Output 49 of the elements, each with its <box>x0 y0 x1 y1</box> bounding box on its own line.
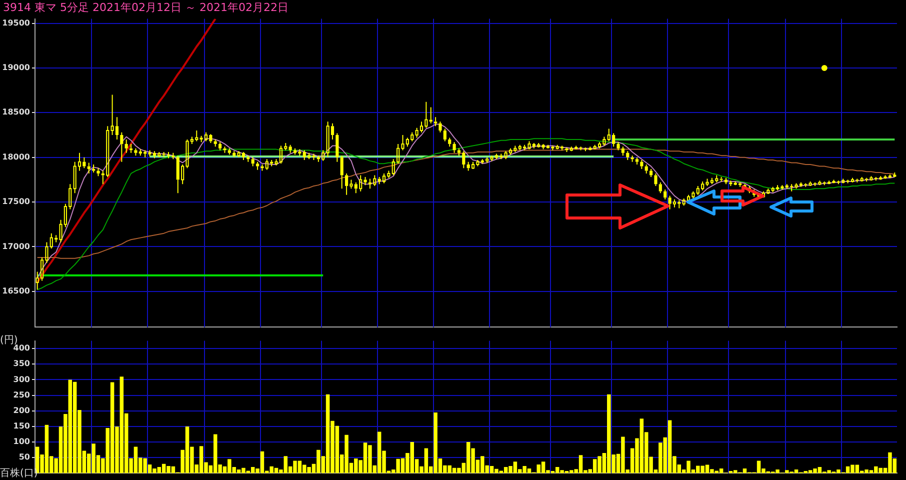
candlestick <box>166 151 170 159</box>
candlestick <box>214 138 217 148</box>
y-tick-label: 200 <box>13 406 30 415</box>
chart-title: 3914 東マ 5分足 2021年02月12日 ～ 2021年02月22日 <box>3 0 288 15</box>
candlestick <box>616 142 620 151</box>
candlestick <box>452 142 456 154</box>
y-tick-label: 100 <box>13 437 30 446</box>
candlestick <box>336 132 339 162</box>
candlestick <box>813 182 817 186</box>
y-tick-label: 350 <box>13 359 30 368</box>
y-tick-label: 400 <box>13 344 30 353</box>
candlestick <box>626 150 630 161</box>
y-tick-label: 17000 <box>2 242 30 251</box>
candlestick <box>120 132 124 162</box>
candlestick <box>438 121 442 133</box>
y-tick-label: 19000 <box>2 63 30 72</box>
y-tick-label: 18000 <box>2 152 30 162</box>
candlestick <box>124 138 128 154</box>
y-tick-label: 19500 <box>2 18 30 28</box>
candlestick <box>251 156 254 167</box>
candlestick <box>434 116 438 127</box>
candlestick <box>664 189 667 200</box>
candlestick <box>87 162 90 174</box>
candlestick <box>560 145 564 151</box>
candlestick <box>654 172 658 186</box>
candlestick <box>92 164 96 174</box>
y-tick-label: 150 <box>13 422 30 431</box>
y-tick-label: 16500 <box>2 286 30 296</box>
candlestick <box>443 128 446 142</box>
y-tick-label: 300 <box>13 374 30 384</box>
candlestick <box>115 116 119 140</box>
y-axis-title: (円) <box>0 334 18 346</box>
y-axis-title: 百株(口) <box>0 466 38 480</box>
candlestick <box>218 142 222 151</box>
candlestick <box>288 144 292 154</box>
candlestick <box>644 164 648 174</box>
candlestick <box>256 161 260 170</box>
y-tick-label: 18500 <box>2 108 30 117</box>
candlestick <box>462 150 466 169</box>
y-tick-label: 50 <box>18 452 30 462</box>
candlestick <box>223 146 226 154</box>
candlestick <box>640 160 644 170</box>
y-tick-label: 17500 <box>2 197 30 206</box>
candlestick <box>340 155 344 190</box>
candlestick <box>448 137 452 148</box>
candlestick <box>96 168 100 177</box>
candlestick <box>584 147 588 152</box>
candlestick <box>621 146 624 156</box>
y-tick-label: 250 <box>13 390 30 400</box>
